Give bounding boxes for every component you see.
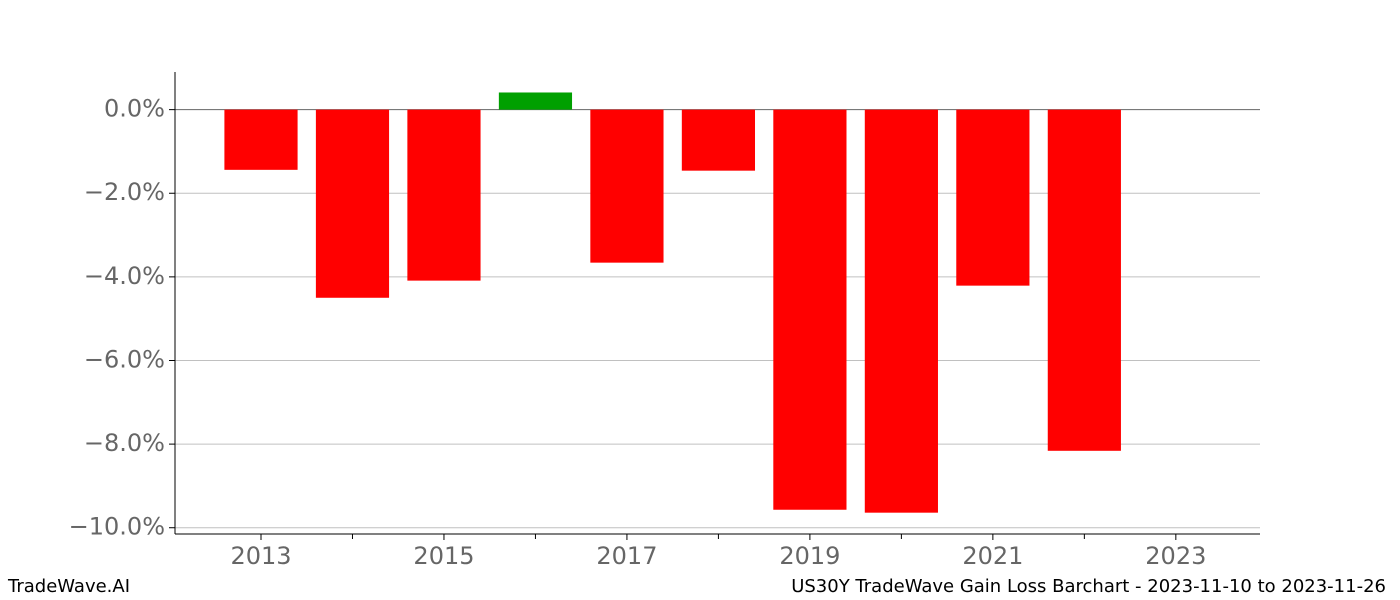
bar [773, 109, 847, 510]
bar [498, 92, 573, 110]
y-tick-label: 0.0% [104, 95, 165, 123]
bar [224, 109, 298, 170]
x-tick-label: 2023 [1145, 542, 1206, 570]
x-tick-label: 2021 [962, 542, 1023, 570]
footer-right: US30Y TradeWave Gain Loss Barchart - 202… [791, 576, 1386, 597]
bar [1047, 109, 1121, 451]
y-tick-label: −10.0% [69, 513, 165, 541]
x-tick-label: 2015 [413, 542, 474, 570]
bar [956, 109, 1030, 286]
footer-left: TradeWave.AI [7, 576, 130, 597]
bar [315, 109, 390, 298]
x-tick-label: 2019 [779, 542, 840, 570]
bar [590, 109, 664, 263]
y-tick-label: −4.0% [84, 262, 165, 290]
y-tick-label: −6.0% [84, 345, 165, 373]
bar [681, 109, 756, 171]
bar [407, 109, 481, 281]
y-tick-label: −2.0% [84, 178, 165, 206]
x-tick-label: 2017 [596, 542, 657, 570]
x-tick-label: 2013 [230, 542, 291, 570]
bar [864, 109, 938, 513]
y-tick-label: −8.0% [84, 429, 165, 457]
